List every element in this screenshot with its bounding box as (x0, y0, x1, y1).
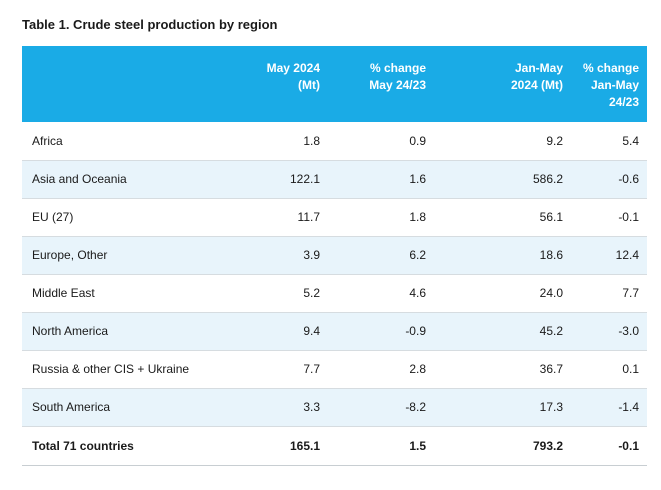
region-cell: EU (27) (32, 210, 74, 224)
change-jan-may-cell: -1.4 (618, 400, 639, 414)
table-row: Europe, Other 3.9 6.2 18.6 12.4 (22, 236, 647, 274)
total-change-jan-may-cell: -0.1 (618, 438, 639, 453)
header-row: May 2024 (Mt) % change May 24/23 Jan-May… (22, 46, 647, 122)
header-may-2024: May 2024 (Mt) (222, 46, 328, 122)
may-2024-cell: 3.9 (303, 248, 320, 262)
table-row: Russia & other CIS + Ukraine 7.7 2.8 36.… (22, 350, 647, 388)
change-may-cell: -0.9 (405, 324, 426, 338)
table-header: May 2024 (Mt) % change May 24/23 Jan-May… (22, 46, 647, 122)
region-cell: Europe, Other (32, 248, 108, 262)
may-2024-cell: 1.8 (303, 133, 320, 148)
header-line: May 24/23 (369, 78, 426, 92)
total-label-cell: Total 71 countries (32, 438, 134, 453)
region-cell: Africa (32, 133, 63, 148)
region-cell: Middle East (32, 286, 95, 300)
header-line: % change (582, 61, 639, 75)
header-change-jan-may: % change Jan-May 24/23 (571, 46, 647, 122)
table-title: Table 1. Crude steel production by regio… (22, 17, 278, 32)
header-line: (Mt) (298, 78, 320, 92)
jan-may-2024-cell: 45.2 (539, 324, 563, 338)
total-change-may-cell: 1.5 (409, 438, 426, 453)
header-jan-may-2024: Jan-May 2024 (Mt) (434, 46, 571, 122)
may-2024-cell: 5.2 (303, 286, 320, 300)
header-line: May 2024 (266, 61, 320, 75)
may-2024-cell: 7.7 (303, 362, 320, 376)
region-cell: Asia and Oceania (32, 172, 127, 186)
jan-may-2024-cell: 36.7 (539, 362, 563, 376)
table-row: North America 9.4 -0.9 45.2 -3.0 (22, 312, 647, 350)
change-jan-may-cell: 5.4 (622, 133, 639, 148)
may-2024-cell: 3.3 (303, 400, 320, 414)
total-may-2024-cell: 165.1 (289, 438, 320, 453)
may-2024-cell: 11.7 (297, 210, 320, 224)
header-change-may: % change May 24/23 (328, 46, 434, 122)
region-cell: North America (32, 324, 109, 338)
table-row: South America 3.3 -8.2 17.3 -1.4 (22, 388, 647, 426)
jan-may-2024-cell: 17.3 (539, 400, 563, 414)
change-jan-may-cell: 12.4 (615, 248, 639, 262)
change-may-cell: 1.6 (409, 172, 426, 186)
change-jan-may-cell: -0.1 (618, 210, 639, 224)
steel-production-table: May 2024 (Mt) % change May 24/23 Jan-May… (22, 46, 647, 466)
change-may-cell: -8.2 (405, 400, 426, 414)
table-row: Africa 1.8 0.9 9.2 5.4 (22, 122, 647, 160)
table-body: Africa 1.8 0.9 9.2 5.4 Asia and Oceania … (22, 122, 647, 465)
jan-may-2024-cell: 24.0 (539, 286, 563, 300)
change-jan-may-cell: 0.1 (622, 362, 639, 376)
header-region (22, 46, 222, 122)
total-row: Total 71 countries 165.1 1.5 793.2 -0.1 (22, 426, 647, 465)
header-line: % change (369, 61, 426, 75)
table-row: EU (27) 11.7 1.8 56.1 -0.1 (22, 198, 647, 236)
region-cell: Russia & other CIS + Ukraine (32, 362, 190, 376)
table-row: Middle East 5.2 4.6 24.0 7.7 (22, 274, 647, 312)
total-jan-may-2024-cell: 793.2 (532, 438, 563, 453)
jan-may-2024-cell: 9.2 (546, 133, 563, 148)
change-jan-may-cell: -0.6 (618, 172, 639, 186)
may-2024-cell: 122.1 (289, 172, 320, 186)
jan-may-2024-cell: 586.2 (532, 172, 563, 186)
header-line: Jan-May (514, 61, 563, 75)
change-may-cell: 0.9 (409, 133, 426, 148)
jan-may-2024-cell: 18.6 (539, 248, 563, 262)
change-may-cell: 4.6 (409, 286, 426, 300)
may-2024-cell: 9.4 (303, 324, 320, 338)
change-jan-may-cell: -3.0 (618, 324, 639, 338)
region-cell: South America (32, 400, 111, 414)
table-row: Asia and Oceania 122.1 1.6 586.2 -0.6 (22, 160, 647, 198)
change-may-cell: 6.2 (409, 248, 426, 262)
header-line: 24/23 (608, 95, 639, 109)
header-line: 2024 (Mt) (510, 78, 563, 92)
jan-may-2024-cell: 56.1 (539, 210, 563, 224)
change-may-cell: 1.8 (409, 210, 426, 224)
header-line: Jan-May (590, 78, 639, 92)
change-may-cell: 2.8 (409, 362, 426, 376)
change-jan-may-cell: 7.7 (622, 286, 639, 300)
